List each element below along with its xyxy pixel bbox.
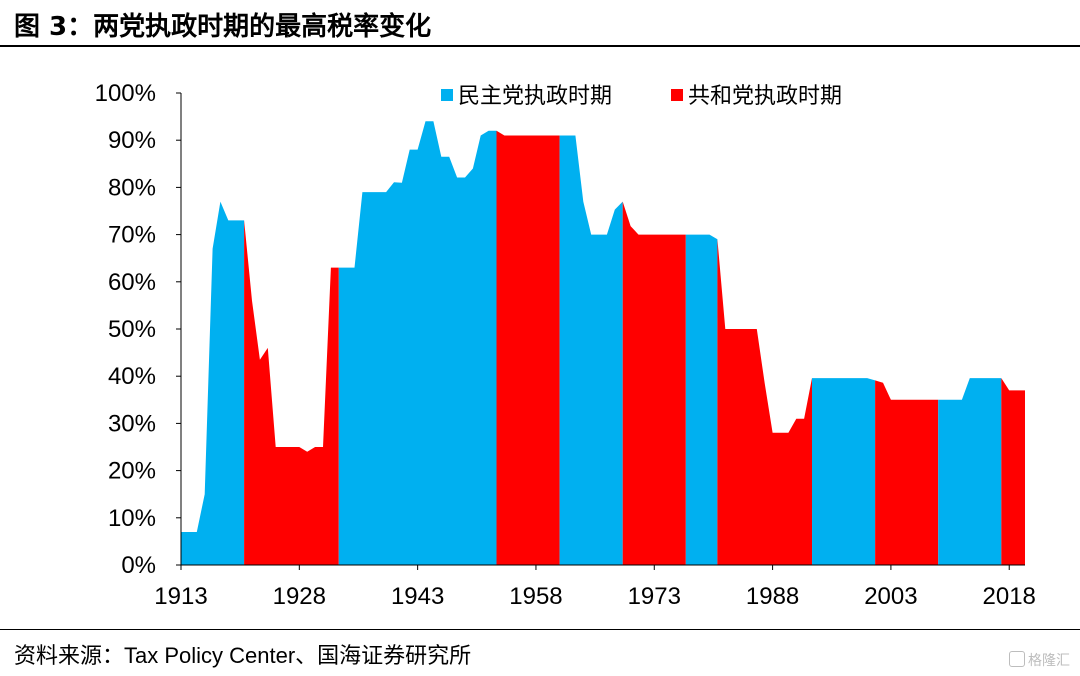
period-area-9 bbox=[812, 378, 876, 565]
y-tick-label: 0% bbox=[121, 552, 156, 579]
y-tick-label: 40% bbox=[108, 363, 156, 390]
legend-swatch-1 bbox=[441, 89, 453, 101]
period-area-4 bbox=[496, 130, 560, 566]
y-tick-label: 90% bbox=[108, 127, 156, 154]
period-area-7 bbox=[685, 234, 718, 565]
legend-label-2: 共和党执政时期 bbox=[688, 84, 842, 109]
y-tick-label: 60% bbox=[108, 269, 156, 296]
x-tick-label: 1913 bbox=[154, 583, 207, 610]
watermark: 格隆汇 bbox=[1009, 650, 1070, 670]
period-area-5 bbox=[559, 135, 623, 565]
period-area-11 bbox=[938, 378, 1002, 565]
period-area-8 bbox=[717, 239, 813, 566]
x-tick-label: 1958 bbox=[509, 583, 562, 610]
y-tick-label: 50% bbox=[108, 316, 156, 343]
watermark-logo-icon bbox=[1009, 651, 1025, 667]
bottom-divider bbox=[0, 629, 1080, 630]
y-tick-label: 80% bbox=[108, 174, 156, 201]
x-tick-label: 2018 bbox=[983, 583, 1036, 610]
y-tick-label: 70% bbox=[108, 222, 156, 249]
period-area-12 bbox=[1001, 378, 1025, 565]
period-area-10 bbox=[875, 380, 939, 565]
tax-rate-area-chart: 0% 10% 20% 30% 40% 50% 60% 70% 80% 90% 100% 1913 192… bbox=[95, 80, 1036, 610]
legend-swatch-2 bbox=[671, 89, 683, 101]
period-area-2 bbox=[244, 220, 339, 565]
legend-label-1: 民主党执政时期 bbox=[458, 84, 612, 109]
y-tick-label: 10% bbox=[108, 505, 156, 532]
x-tick-label: 1988 bbox=[746, 583, 799, 610]
y-tick-label: 100% bbox=[95, 80, 156, 107]
x-tick-label: 1928 bbox=[273, 583, 326, 610]
period-area-1 bbox=[181, 201, 245, 565]
y-tick-label: 30% bbox=[108, 410, 156, 437]
top-divider bbox=[0, 45, 1080, 47]
period-area-6 bbox=[622, 201, 686, 565]
period-area-3 bbox=[338, 121, 497, 566]
source-note: 资料来源：Tax Policy Center、国海证券研究所 bbox=[14, 643, 472, 668]
x-tick-label: 1973 bbox=[628, 583, 681, 610]
y-tick-label: 20% bbox=[108, 458, 156, 485]
watermark-text: 格隆汇 bbox=[1028, 653, 1070, 669]
x-tick-label: 2003 bbox=[864, 583, 917, 610]
x-tick-label: 1943 bbox=[391, 583, 444, 610]
chart-title: 图 3：两党执政时期的最高税率变化 bbox=[14, 12, 432, 42]
